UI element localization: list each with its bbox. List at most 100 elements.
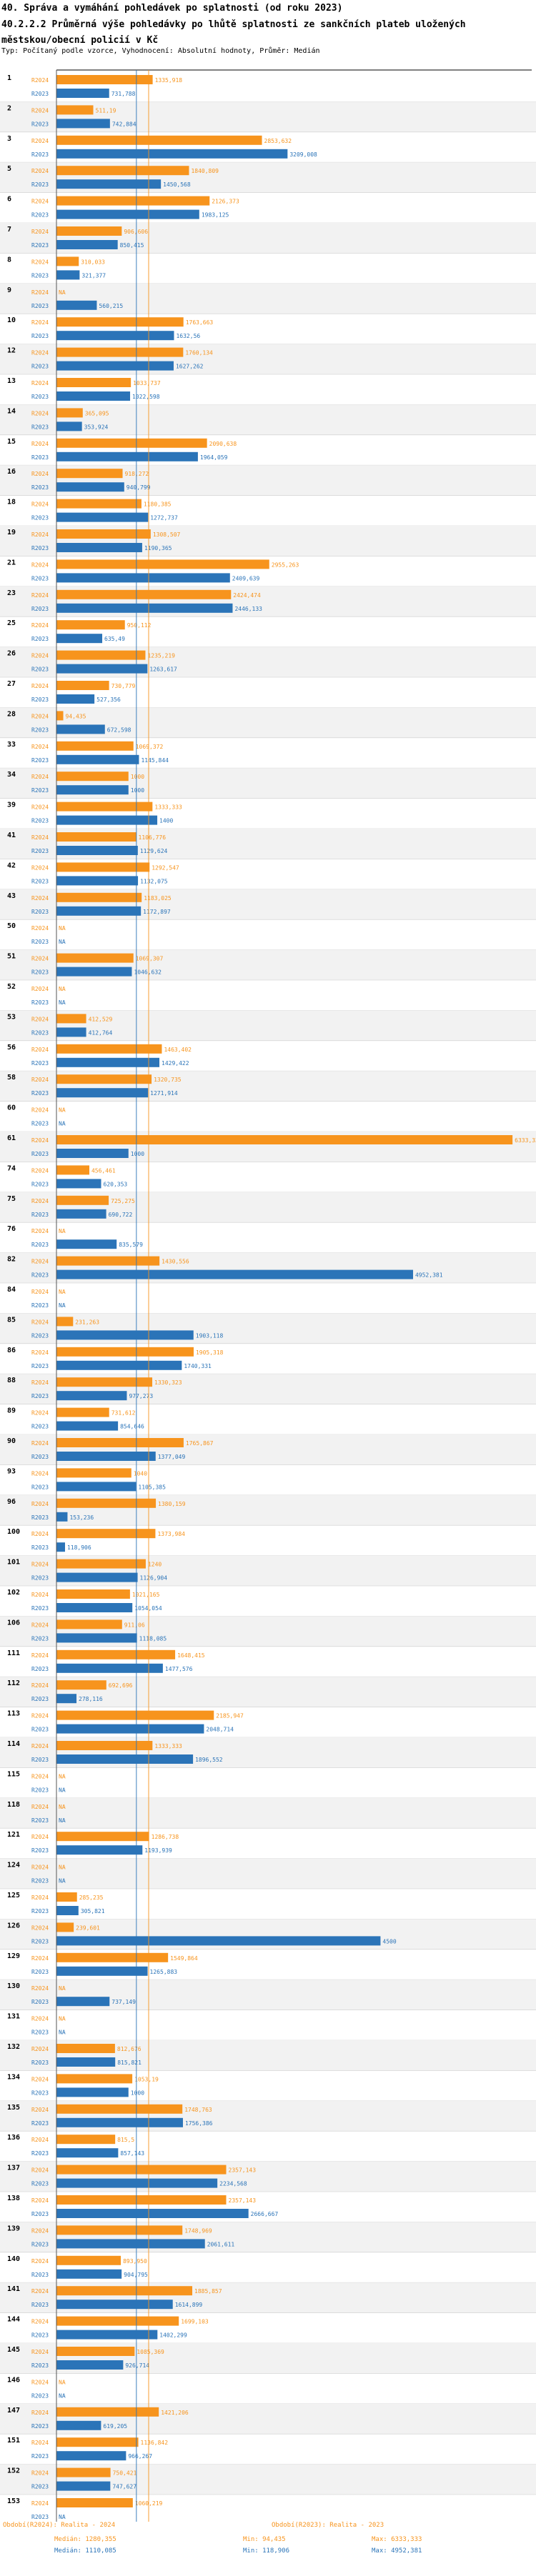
series-label-r2023: R2023 xyxy=(31,303,49,309)
row-id-label: 28 xyxy=(7,710,16,718)
bar-r2023 xyxy=(56,2360,124,2370)
value-label-r2024: 1240 xyxy=(148,1562,162,1568)
row-id-label: 113 xyxy=(7,1710,20,1718)
row-id-label: 84 xyxy=(7,1286,16,1294)
bar-r2024 xyxy=(56,2498,133,2507)
series-label-r2023: R2023 xyxy=(31,1727,49,1733)
value-label-r2024: 1765,867 xyxy=(186,1440,214,1447)
series-label-r2023: R2023 xyxy=(31,121,49,127)
row-id-label: 100 xyxy=(7,1528,20,1536)
series-label-r2023: R2023 xyxy=(31,181,49,188)
bar-r2023 xyxy=(56,1179,101,1189)
bar-r2023 xyxy=(56,876,139,886)
median-r2023: Medián: 1110,085 xyxy=(54,2547,116,2555)
series-label-r2023: R2023 xyxy=(31,1181,49,1187)
value-label-r2024: 1430,556 xyxy=(162,1259,189,1265)
bar-r2024 xyxy=(56,892,142,902)
series-label-r2024: R2024 xyxy=(31,1228,49,1234)
bar-r2023 xyxy=(56,1754,194,1764)
value-label-r2024: 1699,103 xyxy=(181,2319,209,2325)
series-label-r2023: R2023 xyxy=(31,1029,49,1036)
bar-r2024 xyxy=(56,1074,152,1084)
bar-r2024 xyxy=(56,2437,139,2447)
series-label-r2023: R2023 xyxy=(31,1575,49,1582)
series-label-r2024: R2024 xyxy=(31,1349,49,1356)
series-label-r2023: R2023 xyxy=(31,2241,49,2247)
value-label-r2023: 278,116 xyxy=(79,1696,103,1702)
bar-r2023 xyxy=(56,2481,111,2491)
bar-r2023 xyxy=(56,634,103,644)
series-label-r2024: R2024 xyxy=(31,1743,49,1749)
value-label-r2023: 1477,576 xyxy=(165,1666,193,1672)
bar-r2024 xyxy=(56,499,142,509)
value-label-r2024: 918,272 xyxy=(125,471,149,477)
series-label-r2024: R2024 xyxy=(31,2379,49,2385)
bar-r2024 xyxy=(56,1952,169,1962)
series-label-r2024: R2024 xyxy=(31,1319,49,1325)
na-label: NA xyxy=(59,1985,66,1992)
row-id-label: 9 xyxy=(7,286,11,294)
value-label-r2024: 1180,385 xyxy=(144,501,172,508)
series-label-r2023: R2023 xyxy=(31,1242,49,1248)
row-id-label: 146 xyxy=(7,2376,20,2384)
bar-r2023 xyxy=(56,1997,110,2007)
row-id-label: 56 xyxy=(7,1044,16,1052)
series-label-r2023: R2023 xyxy=(31,2392,49,2399)
legend-r2023: Období(R2023): Realita - 2023 xyxy=(272,2522,384,2529)
bar-r2024 xyxy=(56,256,79,266)
bar-r2023 xyxy=(56,1694,77,1704)
series-label-r2023: R2023 xyxy=(31,1878,49,1884)
value-label-r2024: 1069,307 xyxy=(136,956,164,962)
bar-r2023 xyxy=(56,1360,182,1370)
bar-r2023 xyxy=(56,603,233,613)
value-label-r2024: 1373,984 xyxy=(157,1531,185,1537)
na-label: NA xyxy=(59,2016,66,2022)
bar-r2023 xyxy=(56,240,118,249)
value-label-r2023: 747,627 xyxy=(112,2484,137,2490)
series-label-r2024: R2024 xyxy=(31,199,49,205)
row-id-label: 3 xyxy=(7,135,11,143)
bar-r2023 xyxy=(56,179,162,189)
value-label-r2023: 1450,568 xyxy=(163,181,191,188)
bar-r2023 xyxy=(56,1239,117,1249)
value-label-r2024: 310,033 xyxy=(81,259,105,265)
value-label-r2024: 1905,318 xyxy=(196,1349,224,1356)
value-label-r2024: 1760,134 xyxy=(185,350,213,356)
bar-r2023 xyxy=(56,2420,101,2430)
na-label: NA xyxy=(59,1878,66,1884)
bar-r2023 xyxy=(56,1452,156,1461)
bar-r2023 xyxy=(56,664,148,674)
bar-r2023 xyxy=(56,2178,218,2188)
series-label-r2024: R2024 xyxy=(31,561,49,568)
row-id-label: 33 xyxy=(7,741,16,749)
series-label-r2024: R2024 xyxy=(31,1834,49,1840)
value-label-r2024: 1549,864 xyxy=(170,1955,198,1962)
bar-r2024 xyxy=(56,1559,146,1569)
bar-r2024 xyxy=(56,1498,157,1508)
row-id-label: 14 xyxy=(7,407,16,415)
row-id-label: 2 xyxy=(7,104,11,112)
bar-r2024 xyxy=(56,1922,74,1932)
bar-r2024 xyxy=(56,862,150,872)
value-label-r2024: 2357,143 xyxy=(229,2197,257,2204)
value-label-r2023: 1190,365 xyxy=(144,545,172,551)
value-label-r2024: 1748,763 xyxy=(184,2107,212,2113)
bar-r2024 xyxy=(56,1347,194,1357)
value-label-r2023: 635,49 xyxy=(104,636,125,642)
value-label-r2024: 2090,638 xyxy=(209,441,237,447)
bar-r2024 xyxy=(56,2225,183,2235)
series-label-r2024: R2024 xyxy=(31,1713,49,1719)
row-id-label: 34 xyxy=(7,771,16,779)
bar-r2023 xyxy=(56,482,124,492)
row-id-label: 137 xyxy=(7,2165,20,2172)
value-label-r2024: 1333,333 xyxy=(154,804,182,811)
na-label: NA xyxy=(59,1289,66,1295)
value-label-r2024: 1380,159 xyxy=(158,1501,186,1507)
value-label-r2024: 906,606 xyxy=(124,229,148,235)
row-id-label: 6 xyxy=(7,196,11,204)
na-label: NA xyxy=(59,1864,66,1871)
row-id-label: 135 xyxy=(7,2104,20,2112)
bar-r2024 xyxy=(56,2286,193,2296)
value-label-r2023: 620,353 xyxy=(104,1181,128,1187)
row-id-label: 76 xyxy=(7,1225,16,1233)
